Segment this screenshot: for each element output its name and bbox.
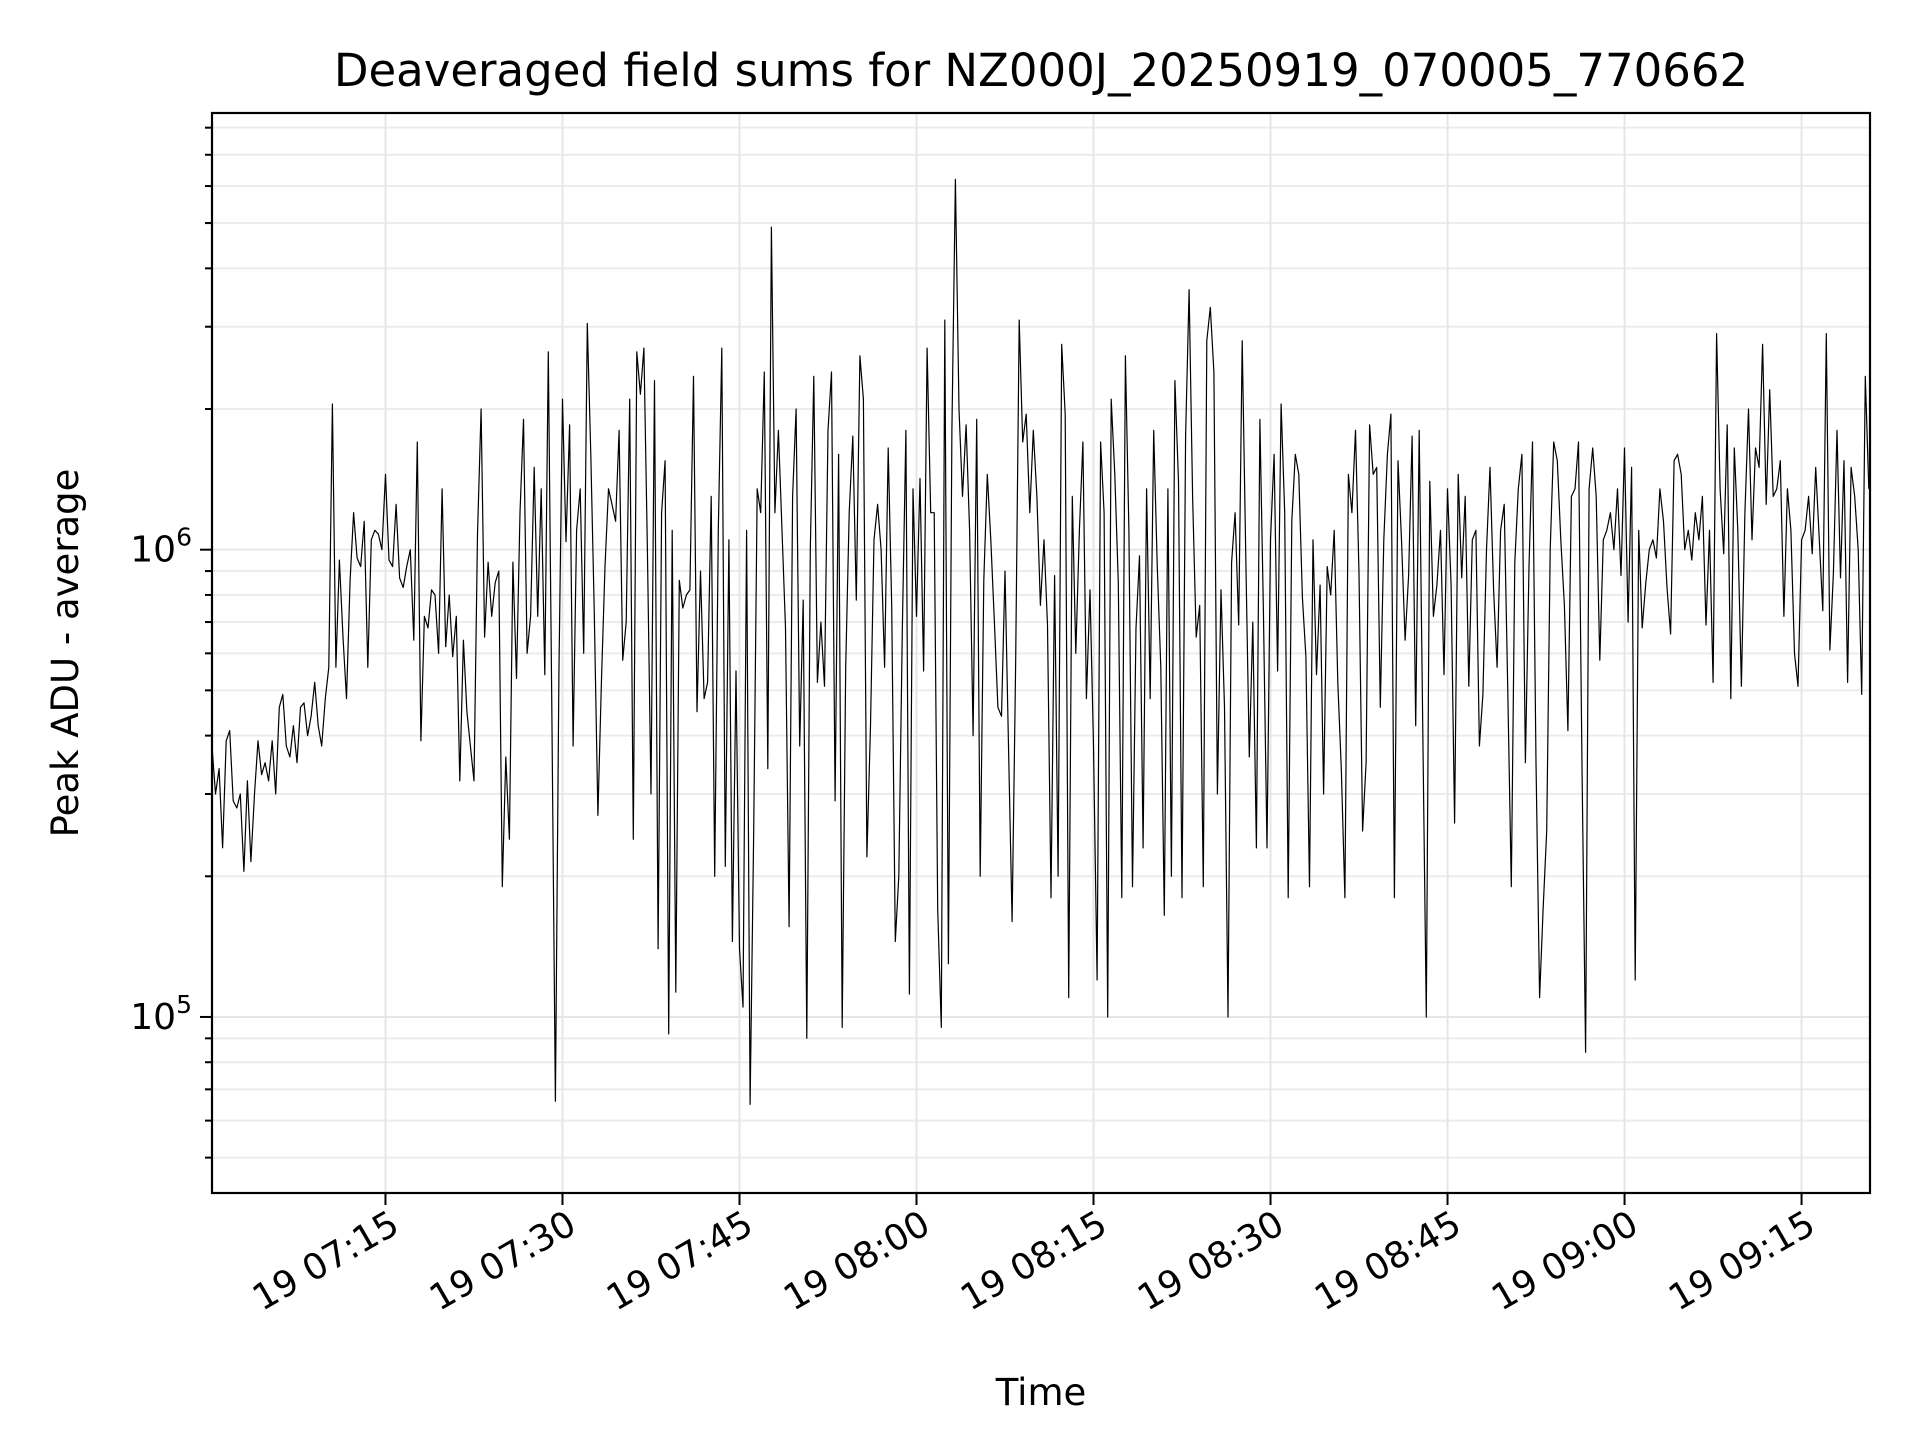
y-tick-label: 106 xyxy=(130,523,192,571)
x-axis-label: Time xyxy=(995,1371,1087,1414)
y-axis-ticks: 105 106 xyxy=(130,126,212,1159)
grid xyxy=(212,113,1870,1193)
plot-frame xyxy=(210,111,1872,1195)
series-line-field-sums xyxy=(211,178,1870,1105)
chart-title: Deaveraged field sums for NZ000J_2025091… xyxy=(334,44,1748,97)
y-axis-label: Peak ADU - average xyxy=(44,469,87,838)
y-tick-label: 105 xyxy=(130,990,192,1038)
